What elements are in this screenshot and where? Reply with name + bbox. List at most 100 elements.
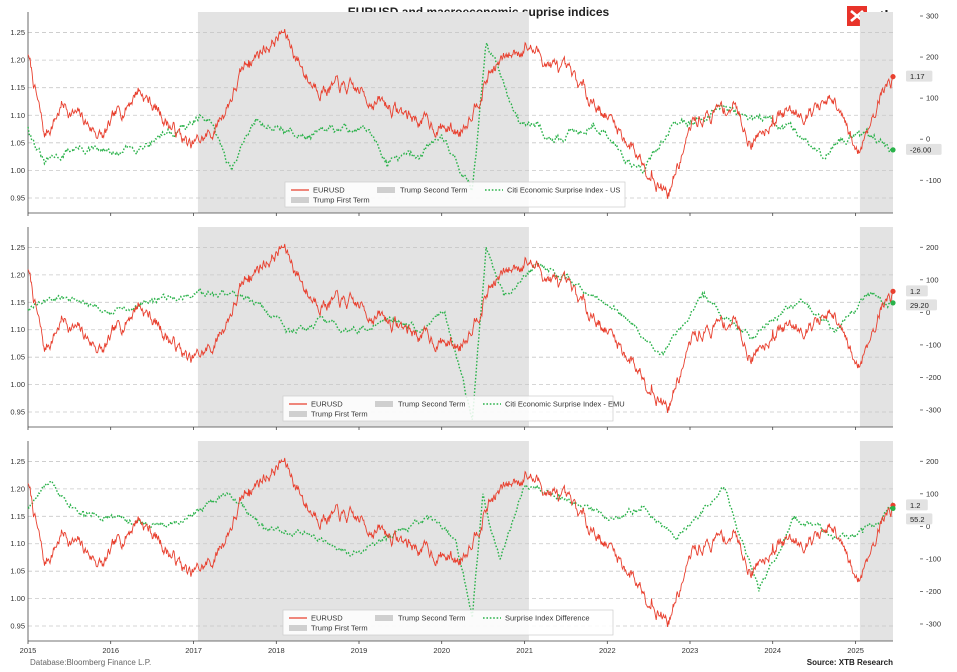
y-tick-label-right: 0 — [926, 308, 930, 317]
y-tick-label-left: 1.05 — [10, 567, 25, 576]
y-tick-label-left: 0.95 — [10, 408, 25, 417]
x-tick-label: 2016 — [102, 646, 119, 655]
x-tick-label: 2023 — [682, 646, 699, 655]
y-tick-label-left: 1.10 — [10, 325, 25, 334]
x-tick-label: 2017 — [185, 646, 202, 655]
last-value-tag: 1.2 — [906, 499, 928, 511]
legend-second-term-swatch — [375, 401, 393, 407]
y-tick-label-right: 200 — [926, 53, 939, 62]
last-value-tag: -26.00 — [906, 143, 942, 155]
surprise-last-point — [890, 147, 896, 153]
y-tick-label-right: -200 — [926, 587, 941, 596]
legend-first-term-label: Trump First Term — [313, 196, 370, 205]
y-tick-label-right: 300 — [926, 12, 939, 21]
y-tick-label-left: 1.25 — [10, 28, 25, 37]
legend-eurusd-label: EURUSD — [313, 186, 345, 195]
y-tick-label-left: 1.15 — [10, 512, 25, 521]
last-value-tag-text: 55.2 — [910, 515, 925, 524]
y-tick-label-right: 0 — [926, 522, 930, 531]
last-value-tag: 1.17 — [906, 70, 933, 82]
legend-eurusd-label: EURUSD — [311, 400, 343, 409]
y-tick-label-left: 1.20 — [10, 484, 25, 493]
y-tick-label-left: 1.25 — [10, 457, 25, 466]
y-tick-label-left: 1.00 — [10, 380, 25, 389]
x-tick-label: 2020 — [433, 646, 450, 655]
legend-first-term-swatch — [291, 197, 309, 203]
x-tick-label: 2021 — [516, 646, 533, 655]
legend: EURUSD Trump Second Term Citi Economic Sur… — [284, 181, 626, 208]
last-value-tag-text: 1.2 — [910, 287, 920, 296]
legend-surprise-label: Citi Economic Surprise Index - EMU — [505, 400, 625, 409]
x-tick-label: 2019 — [351, 646, 368, 655]
y-tick-label-left: 1.20 — [10, 270, 25, 279]
last-value-tag-box — [906, 513, 933, 525]
legend-first-term-swatch — [289, 625, 307, 631]
last-value-tag-box — [906, 285, 928, 297]
legend-second-term-label: Trump Second Term — [398, 400, 466, 409]
surprise-last-point — [890, 505, 896, 511]
x-tick-label: 2025 — [847, 646, 864, 655]
last-value-tag: 55.2 — [906, 513, 933, 525]
y-tick-label-right: 0 — [926, 135, 930, 144]
footer-source: Source: XTB Research — [806, 658, 893, 667]
eurusd-series-line — [27, 457, 894, 627]
y-tick-label-right: 100 — [926, 94, 939, 103]
y-tick-label-right: -200 — [926, 373, 941, 382]
last-value-tag-box — [906, 143, 942, 155]
x-tick-label: 2018 — [268, 646, 285, 655]
x-tick-label: 2015 — [20, 646, 37, 655]
last-value-tag-text: -26.00 — [910, 145, 931, 154]
eurusd-last-point — [890, 74, 896, 80]
eurusd-series-line — [27, 29, 894, 199]
legend-second-term-swatch — [377, 187, 395, 193]
legend-box — [282, 395, 614, 422]
last-value-tag-box — [906, 499, 928, 511]
chart-panel-1: 0.95 1.00 1.05 1.10 1.15 1.20 1.25 -100 0 100 200 3… — [10, 12, 942, 216]
legend-first-term-swatch — [289, 411, 307, 417]
legend-first-term-label: Trump First Term — [311, 624, 368, 633]
legend-eurusd-label: EURUSD — [311, 614, 343, 623]
y-tick-label-left: 1.15 — [10, 83, 25, 92]
trump-first-term-shade — [197, 441, 529, 641]
last-value-tag-text: 29.20 — [910, 301, 929, 310]
eurusd-last-point — [890, 288, 896, 294]
legend: EURUSD Trump Second Term Citi Economic Sur… — [282, 395, 625, 422]
last-value-tag-text: 1.2 — [910, 501, 920, 510]
y-tick-label-left: 1.20 — [10, 56, 25, 65]
legend-second-term-label: Trump Second Term — [398, 614, 466, 623]
x-tick-label: 2022 — [599, 646, 616, 655]
y-tick-label-left: 1.10 — [10, 539, 25, 548]
y-tick-label-right: 200 — [926, 243, 939, 252]
chart-panel-3: 0.951.001.051.101.151.201.25-300-200-100… — [10, 441, 941, 655]
eurusd-series-line — [27, 243, 894, 413]
y-tick-label-right: 200 — [926, 457, 939, 466]
y-tick-label-right: -100 — [926, 176, 941, 185]
last-value-tag-text: 1.17 — [910, 72, 925, 81]
y-tick-label-right: -300 — [926, 619, 941, 628]
y-tick-label-left: 1.05 — [10, 138, 25, 147]
last-value-tag-box — [906, 70, 933, 82]
y-tick-label-right: 100 — [926, 489, 939, 498]
last-value-tag: 1.2 — [906, 285, 928, 297]
last-value-tag-box — [906, 299, 937, 311]
y-tick-label-left: 1.25 — [10, 243, 25, 252]
legend: EURUSD Trump Second Term Surprise Index Di… — [282, 609, 614, 636]
legend-second-term-label: Trump Second Term — [400, 186, 468, 195]
surprise-last-point — [890, 300, 896, 306]
legend-surprise-label: Surprise Index Difference — [505, 614, 590, 623]
legend-box — [282, 609, 614, 636]
y-tick-label-left: 0.95 — [10, 622, 25, 631]
last-value-tag: 29.20 — [906, 299, 937, 311]
y-tick-label-left: 1.00 — [10, 594, 25, 603]
legend-surprise-label: Citi Economic Surprise Index - US — [507, 186, 620, 195]
y-tick-label-right: -100 — [926, 554, 941, 563]
y-tick-label-left: 0.95 — [10, 193, 25, 202]
y-tick-label-left: 1.00 — [10, 166, 25, 175]
legend-box — [284, 181, 626, 208]
footer-database: Database:Bloomberg Finance L.P. — [30, 658, 152, 667]
y-tick-label-right: -100 — [926, 340, 941, 349]
y-tick-label-left: 1.15 — [10, 298, 25, 307]
legend-first-term-label: Trump First Term — [311, 410, 368, 419]
y-tick-label-left: 1.05 — [10, 353, 25, 362]
